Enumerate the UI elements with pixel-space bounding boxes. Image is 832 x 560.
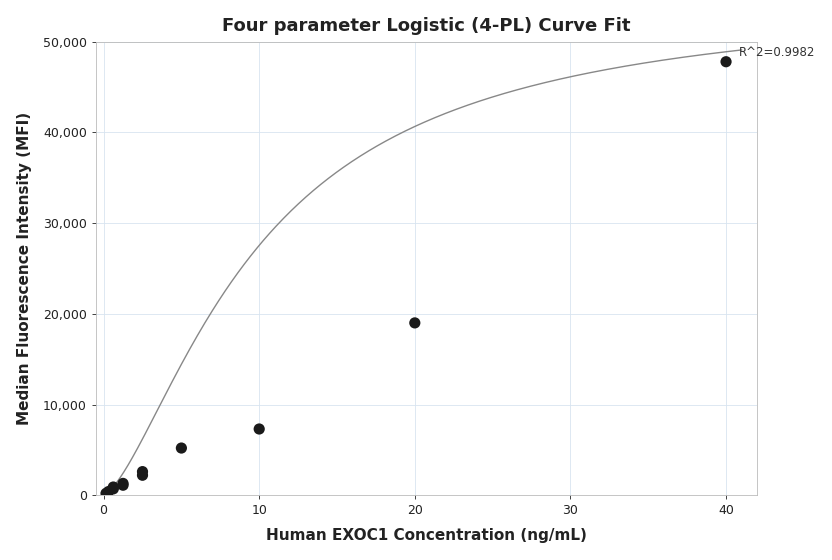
Point [253,424,266,433]
Point [116,479,130,488]
Point [99,489,112,498]
Point [136,467,149,476]
Point [409,319,422,328]
Point [116,480,130,489]
Point [136,471,149,480]
Point [102,487,115,496]
Title: Four parameter Logistic (4-PL) Curve Fit: Four parameter Logistic (4-PL) Curve Fit [222,17,631,35]
Point [720,57,733,66]
X-axis label: Human EXOC1 Concentration (ng/mL): Human EXOC1 Concentration (ng/mL) [266,528,587,543]
Y-axis label: Median Fluorescence Intensity (MFI): Median Fluorescence Intensity (MFI) [17,112,32,425]
Point [106,483,120,492]
Text: R^2=0.9982: R^2=0.9982 [739,46,815,59]
Point [106,484,120,493]
Point [175,444,188,452]
